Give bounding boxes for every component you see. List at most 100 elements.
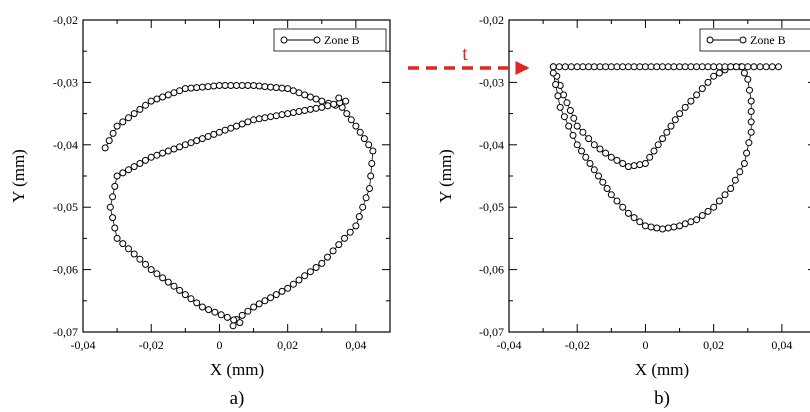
data-point <box>198 303 206 311</box>
legend-marker-end <box>313 36 321 44</box>
data-point <box>250 82 258 89</box>
data-point <box>676 110 684 118</box>
data-point <box>641 222 649 230</box>
data-point <box>681 63 689 71</box>
data-point <box>176 143 184 151</box>
data-point <box>561 63 569 71</box>
data-point <box>295 89 303 97</box>
legend-marker-start <box>280 36 288 44</box>
chart-panel-b: -0,04 -0,02 0 0,02 0,04 -0,07 -0,06 -0,05 -0,04 -… <box>436 13 810 409</box>
data-point <box>125 114 132 122</box>
data-point <box>272 112 280 120</box>
x-tick-label: -0,04 <box>497 338 522 352</box>
data-point <box>590 166 598 174</box>
chart-panel-a: -0,04 -0,02 0 0,02 0,04 -0,07 -0,06 -0,05 -0,04 -… <box>9 13 391 409</box>
data-point <box>670 63 678 71</box>
data-point <box>221 82 229 89</box>
data-point <box>238 120 246 128</box>
data-point <box>347 116 355 124</box>
data-point <box>119 169 127 177</box>
data-point <box>318 103 326 111</box>
data-point <box>238 311 246 319</box>
data-point <box>367 172 375 180</box>
data-point <box>217 311 225 319</box>
data-point <box>650 147 658 155</box>
data-point <box>236 319 244 327</box>
data-point <box>745 139 753 147</box>
data-point <box>667 122 675 130</box>
y-tick-label: -0,05 <box>479 200 504 214</box>
data-point <box>750 63 758 71</box>
data-point <box>187 295 195 303</box>
data-point <box>619 160 627 167</box>
x-tick-label: -0,02 <box>139 338 164 352</box>
data-point <box>113 172 121 180</box>
data-point <box>284 284 292 292</box>
y-tick-label: -0,06 <box>479 263 504 277</box>
data-point <box>210 82 218 90</box>
data-point <box>369 147 377 155</box>
data-point <box>272 291 280 299</box>
data-point <box>267 83 275 91</box>
data-point <box>250 116 258 124</box>
data-point <box>664 63 672 71</box>
data-point <box>727 63 735 71</box>
data-point <box>732 63 740 71</box>
data-point <box>704 63 712 71</box>
data-point <box>238 82 246 89</box>
data-point <box>153 270 161 278</box>
data-point <box>227 82 235 89</box>
data-point <box>109 193 117 201</box>
data-point <box>198 83 206 91</box>
data-point <box>119 118 127 126</box>
data-point <box>747 108 755 115</box>
data-point <box>267 113 275 121</box>
data-point <box>198 135 206 143</box>
data-point <box>109 129 117 137</box>
y-tick-label: -0,03 <box>53 75 78 89</box>
data-point <box>756 63 764 71</box>
data-point <box>301 91 309 99</box>
data-marks <box>549 63 782 233</box>
data-point <box>565 122 573 130</box>
data-point <box>136 160 144 167</box>
data-point <box>142 260 149 268</box>
data-point <box>681 103 689 111</box>
data-point <box>261 297 269 305</box>
data-point <box>130 110 138 118</box>
data-point <box>578 147 585 155</box>
data-point <box>343 110 351 118</box>
data-point <box>278 84 286 92</box>
data-point <box>599 178 607 186</box>
data-point <box>125 166 132 174</box>
data-point <box>164 91 172 99</box>
data-point <box>569 131 577 139</box>
data-point <box>659 135 666 143</box>
data-point <box>230 316 238 324</box>
data-point <box>727 185 735 192</box>
data-point <box>710 63 718 71</box>
data-point <box>552 81 560 88</box>
data-point <box>306 105 314 113</box>
data-point <box>278 111 286 119</box>
legend-marker-end <box>739 36 747 44</box>
data-point <box>715 197 723 205</box>
data-point <box>244 118 252 126</box>
data-point <box>136 105 144 113</box>
data-point <box>164 278 172 286</box>
x-axis-label: X (mm) <box>210 360 264 379</box>
data-point <box>653 63 661 71</box>
data-point <box>301 272 309 280</box>
data-point <box>704 207 712 215</box>
time-arrow: t <box>408 43 530 75</box>
data-point <box>176 286 184 294</box>
data-point <box>687 63 695 71</box>
data-point <box>221 126 229 134</box>
data-point <box>768 63 776 71</box>
data-point <box>746 86 753 94</box>
data-point <box>641 160 649 167</box>
data-point <box>560 91 568 99</box>
data-point <box>573 122 581 130</box>
data-point <box>324 253 331 261</box>
